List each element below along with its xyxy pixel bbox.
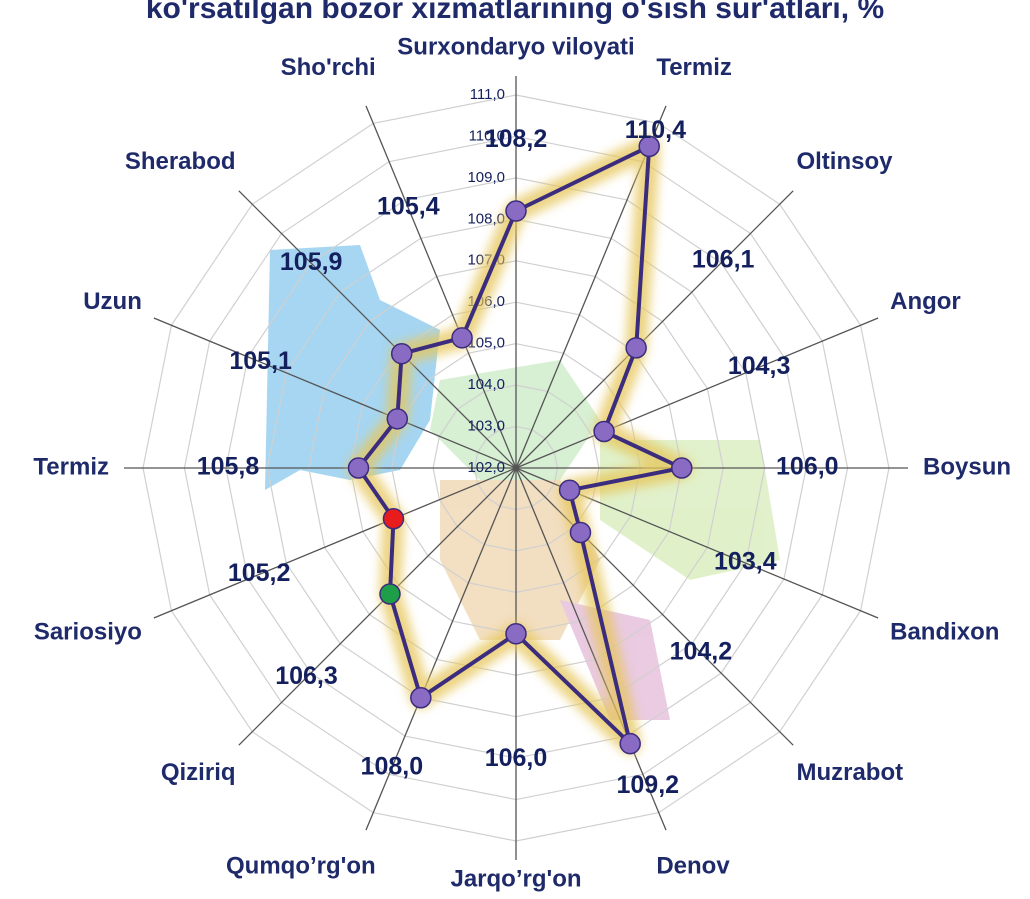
spoke <box>153 467 517 619</box>
marker <box>410 686 432 709</box>
y-tick-label: 109,0 <box>467 169 505 186</box>
marker <box>390 342 413 365</box>
category-label: Muzrabot <box>796 759 903 786</box>
chart-title: ko'rsatilgan bozor xizmatlarining o'sish… <box>146 0 884 25</box>
marker <box>593 420 615 443</box>
data-label: 108,2 <box>485 125 548 153</box>
category-label: Angor <box>890 288 961 315</box>
marker <box>558 479 581 501</box>
marker <box>671 457 693 479</box>
y-tick-label: 111,0 <box>470 86 505 103</box>
data-label: 108,0 <box>361 752 424 780</box>
category-label: Denov <box>656 852 730 879</box>
spoke <box>515 317 879 469</box>
data-label: 105,9 <box>280 248 343 276</box>
y-tick-label: 108,0 <box>467 210 505 227</box>
data-label: 105,4 <box>377 193 440 221</box>
data-label: 105,2 <box>228 559 291 587</box>
marker <box>451 327 473 349</box>
category-label: Sherabod <box>125 148 236 175</box>
spoke <box>365 467 517 831</box>
y-tick-label: 102,0 <box>467 459 505 476</box>
category-label: Termiz <box>656 54 732 81</box>
marker <box>505 623 527 645</box>
spoke <box>153 317 517 469</box>
marker <box>638 135 660 158</box>
spoke <box>365 105 517 469</box>
category-label: Oltinsoy <box>796 148 893 175</box>
data-label: 104,3 <box>728 352 791 380</box>
data-label: 105,8 <box>197 453 260 481</box>
data-label: 106,3 <box>275 662 338 690</box>
data-label: 106,0 <box>485 744 548 772</box>
marker <box>625 337 647 359</box>
marker <box>382 508 405 530</box>
marker <box>569 521 592 544</box>
spoke <box>238 190 517 469</box>
marker <box>347 457 370 479</box>
data-label: 105,1 <box>229 347 292 375</box>
category-label: Surxondaryo viloyati <box>397 33 634 60</box>
category-label: Uzun <box>83 288 142 315</box>
category-label: Sariosiyo <box>34 619 142 646</box>
y-tick-label: 105,0 <box>467 335 505 352</box>
data-label: 109,2 <box>616 771 679 799</box>
marker <box>619 732 641 755</box>
y-tick-label: 110,0 <box>469 127 505 144</box>
marker <box>505 200 527 222</box>
category-label: Sho'rchi <box>281 54 376 81</box>
data-label: 106,1 <box>692 245 755 273</box>
spoke <box>515 467 794 746</box>
spoke <box>515 190 794 469</box>
data-label: 106,0 <box>776 453 839 481</box>
data-label: 104,2 <box>670 637 733 665</box>
spoke <box>515 467 667 831</box>
category-label: Qumqo’rg'on <box>226 852 376 879</box>
category-label: Boysun <box>923 453 1011 480</box>
data-label: 103,4 <box>714 548 777 576</box>
data-label: 110,4 <box>625 116 686 144</box>
spoke <box>238 467 517 746</box>
category-label: Jarqo’rg'on <box>450 865 581 892</box>
category-label: Qiziriq <box>161 759 236 786</box>
marker <box>386 408 409 430</box>
category-label: Bandixon <box>890 619 999 646</box>
category-label: Termiz <box>33 453 109 480</box>
y-tick-label: 103,0 <box>467 418 505 435</box>
marker <box>379 583 401 605</box>
y-tick-label: 104,0 <box>467 376 505 393</box>
